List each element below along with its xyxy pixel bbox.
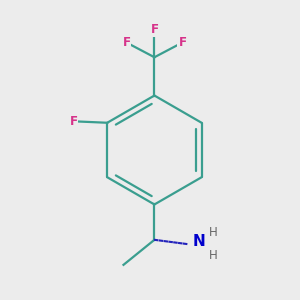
- Text: H: H: [209, 226, 218, 239]
- Text: H: H: [209, 249, 218, 262]
- Text: F: F: [122, 36, 130, 49]
- Text: F: F: [69, 115, 77, 128]
- Text: F: F: [178, 36, 186, 49]
- Text: F: F: [150, 23, 158, 36]
- Text: N: N: [192, 234, 205, 249]
